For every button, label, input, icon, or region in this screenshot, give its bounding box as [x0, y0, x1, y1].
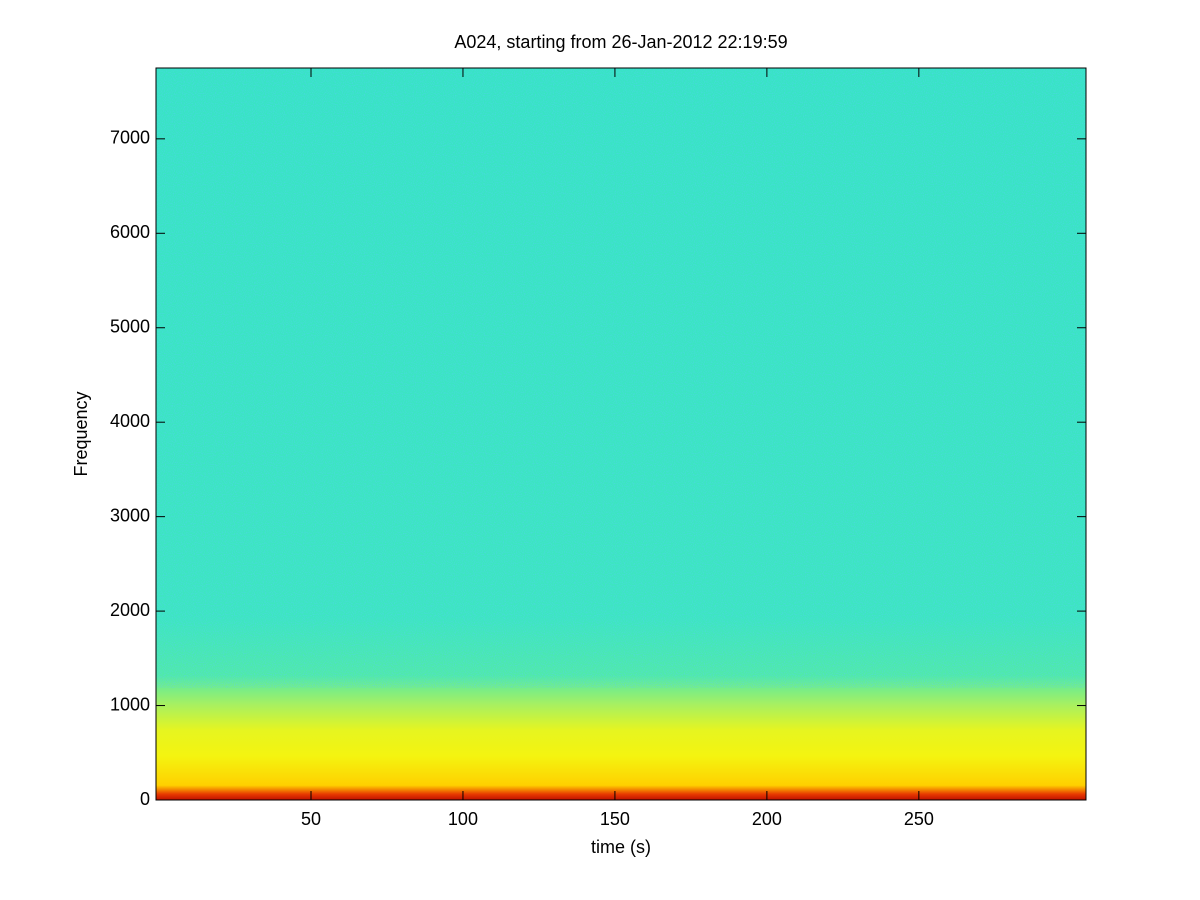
y-tick-label: 0 [140, 789, 150, 809]
y-tick-label: 5000 [110, 316, 150, 336]
y-tick-label: 7000 [110, 128, 150, 148]
x-tick-label: 250 [904, 809, 934, 829]
x-tick-label: 100 [448, 809, 478, 829]
y-axis-label: Frequency [71, 391, 91, 476]
plot-frame [155, 67, 1087, 801]
x-tick-label: 50 [301, 809, 321, 829]
y-tick-label: 6000 [110, 222, 150, 242]
x-tick-label: 200 [752, 809, 782, 829]
spectrogram-texture [156, 68, 1086, 688]
x-tick-label: 150 [600, 809, 630, 829]
y-tick-label: 1000 [110, 694, 150, 714]
y-tick-label: 4000 [110, 411, 150, 431]
y-tick-label: 3000 [110, 505, 150, 525]
x-axis-label: time (s) [591, 837, 651, 857]
y-tick-label: 2000 [110, 600, 150, 620]
plot-area [155, 67, 1087, 801]
chart-title: A024, starting from 26-Jan-2012 22:19:59 [454, 32, 787, 52]
